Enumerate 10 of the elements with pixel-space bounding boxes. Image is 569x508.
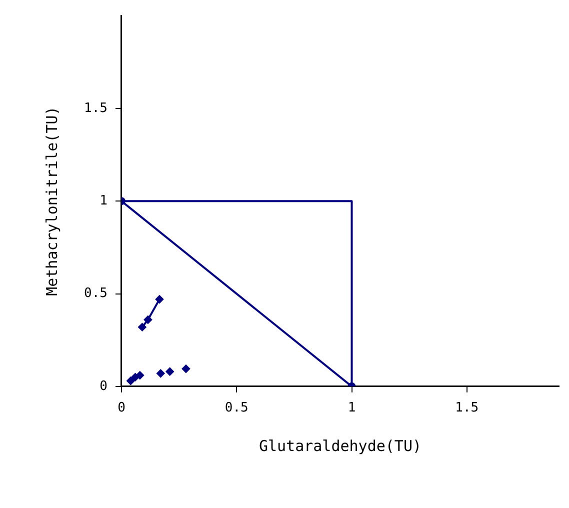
x-tick-label: 1: [348, 400, 356, 416]
x-axis-title: Glutaraldehyde(TU): [258, 436, 422, 455]
x-tick-label: 1.5: [455, 400, 479, 416]
y-tick-label: 1: [100, 193, 108, 208]
x-tick-label: 0.5: [224, 400, 248, 416]
y-tick-label: 0: [100, 378, 108, 394]
y-axis-title: Methacrylonitrile(TU): [42, 106, 61, 296]
y-tick-label: 0.5: [84, 286, 108, 302]
y-tick-label: 1.5: [84, 100, 108, 116]
x-tick-label: 0: [118, 400, 126, 416]
